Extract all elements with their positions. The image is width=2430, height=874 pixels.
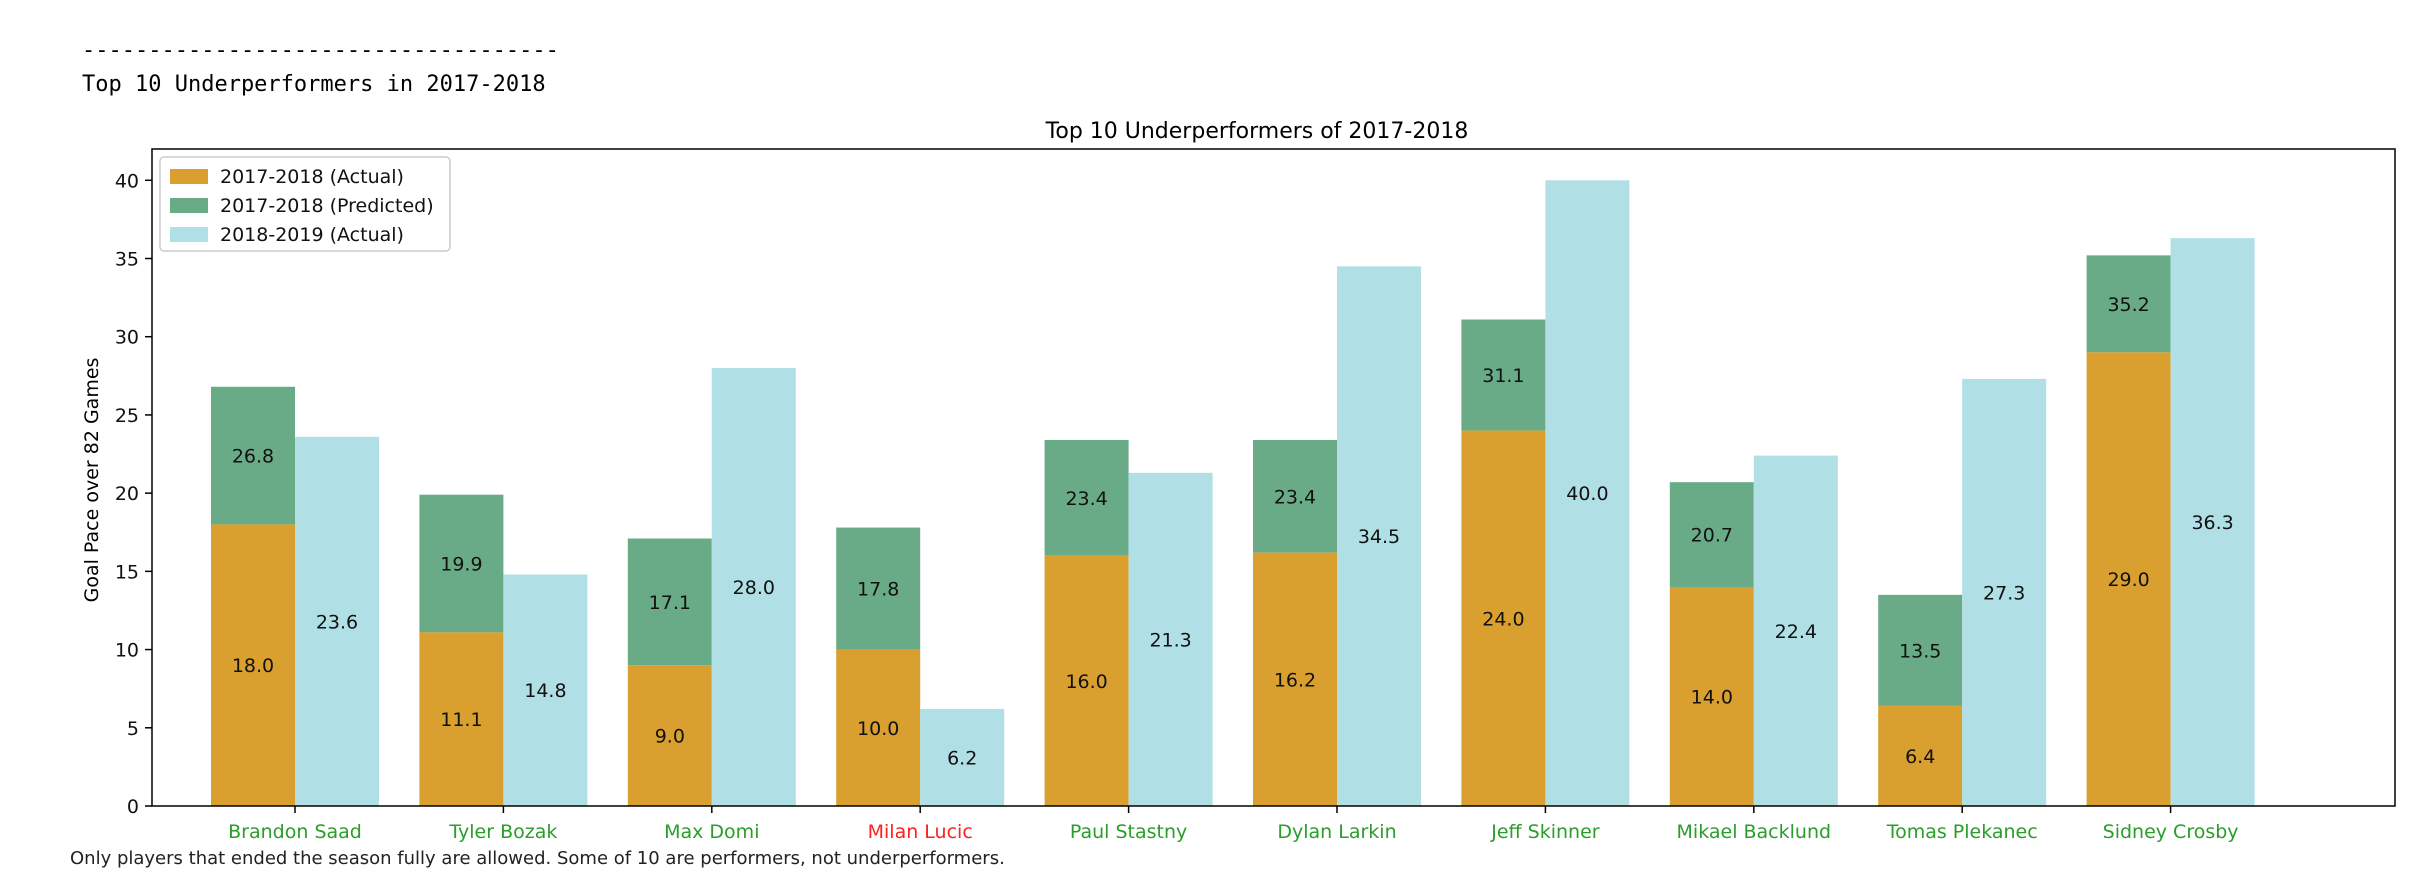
- x-tick-label: Mikael Backlund: [1677, 821, 1832, 843]
- x-tick-label: Dylan Larkin: [1277, 821, 1396, 843]
- x-tick-label: Brandon Saad: [228, 821, 362, 843]
- data-label-actual-2018: 28.0: [733, 577, 775, 599]
- y-tick-label: 0: [127, 796, 139, 818]
- y-tick-label: 15: [115, 561, 139, 583]
- bar-actual-2017: [836, 649, 921, 806]
- data-label-predicted-2017: 31.1: [1482, 365, 1524, 387]
- bar-actual-2018: [711, 368, 796, 806]
- bar-actual-2017: [1253, 552, 1337, 806]
- legend-swatch: [170, 169, 208, 184]
- caption-text: Only players that ended the season fully…: [70, 848, 1005, 869]
- data-label-actual-2018: 14.8: [524, 680, 566, 702]
- data-label-actual-2018: 6.2: [947, 748, 977, 770]
- legend-box: [159, 156, 451, 252]
- x-tick-label: Sidney Crosby: [2103, 821, 2239, 843]
- data-label-actual-2017: 16.2: [1274, 669, 1316, 691]
- bar-actual-2018: [1962, 378, 2047, 806]
- data-label-actual-2018: 22.4: [1775, 621, 1817, 643]
- x-tick-label: Paul Stastny: [1070, 821, 1187, 843]
- bar-actual-2018: [1128, 472, 1213, 806]
- x-tick-label: Tomas Plekanec: [1886, 821, 2038, 843]
- data-label-predicted-2017: 19.9: [440, 554, 482, 576]
- bar-actual-2017: [1669, 587, 1754, 806]
- legend-label: 2017-2018 (Predicted): [220, 195, 434, 217]
- x-tick-label: Max Domi: [664, 821, 759, 843]
- bar-actual-2017: [419, 632, 504, 806]
- bar-predicted-2017: [627, 538, 712, 666]
- data-label-actual-2018: 34.5: [1358, 526, 1400, 548]
- y-tick-label: 25: [115, 405, 139, 427]
- page-heading: Top 10 Underperformers in 2017-2018: [82, 72, 546, 97]
- bar-predicted-2017: [2086, 255, 2171, 353]
- data-label-predicted-2017: 26.8: [232, 446, 274, 468]
- x-tick-label: Milan Lucic: [868, 821, 973, 843]
- data-label-predicted-2017: 17.1: [649, 592, 691, 614]
- axes-frame: [151, 148, 2396, 807]
- bar-actual-2018: [920, 709, 1005, 806]
- bar-actual-2017: [1878, 705, 1963, 806]
- bar-predicted-2017: [419, 494, 504, 633]
- y-tick-label: 30: [115, 327, 139, 349]
- data-label-predicted-2017: 13.5: [1899, 640, 1941, 662]
- y-tick-label: 5: [127, 718, 139, 740]
- data-label-actual-2017: 29.0: [2107, 569, 2149, 591]
- data-label-actual-2017: 10.0: [857, 718, 899, 740]
- chart-title: Top 10 Underperformers of 2017-2018: [1045, 119, 1469, 144]
- data-label-actual-2017: 6.4: [1905, 746, 1935, 768]
- bar-actual-2017: [1461, 430, 1546, 806]
- data-label-actual-2017: 16.0: [1065, 671, 1107, 693]
- data-label-predicted-2017: 20.7: [1691, 525, 1733, 547]
- data-label-predicted-2017: 35.2: [2107, 294, 2149, 316]
- bar-actual-2017: [211, 524, 295, 806]
- bar-predicted-2017: [1044, 439, 1129, 556]
- data-label-actual-2018: 36.3: [2191, 512, 2233, 534]
- y-axis-label: Goal Pace over 82 Games: [81, 358, 103, 603]
- bar-actual-2018: [1753, 455, 1838, 806]
- bar-actual-2017: [1044, 555, 1129, 806]
- data-label-actual-2018: 27.3: [1983, 582, 2025, 604]
- data-label-actual-2017: 24.0: [1482, 608, 1524, 630]
- bar-actual-2018: [295, 436, 379, 806]
- bar-predicted-2017: [1461, 319, 1546, 431]
- y-tick-label: 20: [115, 483, 139, 505]
- y-tick-label: 10: [115, 640, 139, 662]
- legend-swatch: [170, 198, 208, 213]
- data-label-actual-2018: 21.3: [1149, 629, 1191, 651]
- data-label-actual-2017: 9.0: [655, 726, 685, 748]
- data-label-actual-2017: 18.0: [232, 655, 274, 677]
- bar-predicted-2017: [211, 386, 295, 525]
- y-tick-label: 35: [115, 249, 139, 271]
- bar-actual-2017: [2086, 352, 2171, 806]
- bar-predicted-2017: [836, 527, 921, 650]
- data-label-predicted-2017: 23.4: [1065, 488, 1107, 510]
- legend-label: 2018-2019 (Actual): [220, 224, 404, 246]
- legend: 2017-2018 (Actual) 2017-2018 (Predicted) 2…: [159, 156, 451, 252]
- bar-predicted-2017: [1878, 594, 1963, 706]
- data-label-actual-2018: 23.6: [316, 611, 358, 633]
- legend-label: 2017-2018 (Actual): [220, 166, 404, 188]
- bar-actual-2018: [2170, 238, 2255, 806]
- bar-actual-2017: [627, 665, 712, 806]
- data-label-actual-2017: 11.1: [440, 709, 482, 731]
- y-tick-label: 40: [115, 170, 139, 192]
- data-label-predicted-2017: 23.4: [1274, 486, 1316, 508]
- x-tick-label: Jeff Skinner: [1490, 821, 1600, 843]
- header-divider: ------------------------------------: [82, 38, 559, 63]
- data-label-actual-2018: 40.0: [1566, 483, 1608, 505]
- bar-actual-2018: [1545, 180, 1630, 807]
- bar-actual-2018: [503, 574, 588, 806]
- bar-predicted-2017: [1253, 439, 1337, 553]
- bar-predicted-2017: [1669, 482, 1754, 587]
- plot-area: 18.0 26.8 23.6 Brandon Saad 11.1 19.9 14.8 Tyle…: [115, 148, 2396, 843]
- legend-swatch: [170, 227, 208, 242]
- data-label-predicted-2017: 17.8: [857, 579, 899, 601]
- data-label-actual-2017: 14.0: [1691, 687, 1733, 709]
- bar-actual-2018: [1337, 266, 1421, 807]
- x-tick-label: Tyler Bozak: [448, 821, 557, 843]
